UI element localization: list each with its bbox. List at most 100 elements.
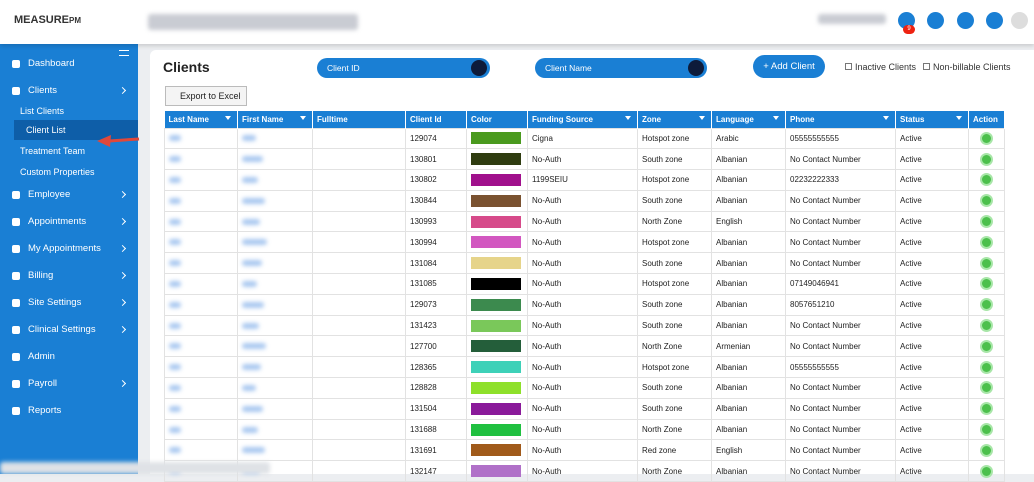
- name-blurred[interactable]: [242, 384, 256, 391]
- phone: No Contact Number: [785, 418, 896, 441]
- help-icon[interactable]: [927, 12, 944, 29]
- action-button[interactable]: [980, 256, 993, 270]
- zone: North Zone: [637, 460, 712, 482]
- pointer-arrow: [97, 135, 140, 147]
- nav-item[interactable]: Custom Properties: [0, 162, 138, 182]
- phone: No Contact Number: [785, 252, 896, 275]
- nav-item[interactable]: Dashboard: [0, 54, 138, 74]
- avatar[interactable]: [1011, 12, 1028, 29]
- name-blurred[interactable]: [242, 343, 266, 350]
- name-blurred[interactable]: [242, 364, 261, 371]
- name-blurred[interactable]: [169, 322, 181, 329]
- nav-item[interactable]: Client List: [14, 120, 138, 140]
- action-button[interactable]: [980, 402, 993, 416]
- action-button[interactable]: [980, 173, 993, 187]
- filter-icon[interactable]: [699, 116, 705, 120]
- name-blurred[interactable]: [242, 156, 263, 163]
- name-blurred[interactable]: [169, 301, 181, 308]
- action-button[interactable]: [980, 215, 993, 229]
- name-blurred[interactable]: [169, 135, 181, 142]
- action-button[interactable]: [980, 131, 993, 145]
- collapse-toggle[interactable]: [119, 50, 129, 56]
- name-blurred[interactable]: [169, 364, 181, 371]
- name-blurred[interactable]: [242, 197, 265, 204]
- language: Arabic: [711, 127, 786, 150]
- filter-icon[interactable]: [883, 116, 889, 120]
- name-blurred[interactable]: [169, 239, 181, 246]
- name-blurred[interactable]: [242, 239, 267, 246]
- name-blurred[interactable]: [242, 405, 263, 412]
- name-blurred[interactable]: [242, 280, 257, 287]
- name-blurred[interactable]: [242, 322, 259, 329]
- name-blurred[interactable]: [242, 301, 264, 308]
- table-row: 130994 No-Auth Hotspot zone Albanian No Cont…: [164, 231, 1005, 254]
- nav-item[interactable]: Payroll: [0, 374, 138, 394]
- name-blurred[interactable]: [242, 135, 256, 142]
- nav-item[interactable]: Clinical Settings: [0, 320, 138, 340]
- name-blurred[interactable]: [169, 447, 181, 454]
- name-blurred[interactable]: [169, 218, 181, 225]
- notifications[interactable]: [898, 12, 915, 29]
- nav-item[interactable]: Treatment Team: [0, 141, 138, 161]
- nav-item[interactable]: Admin: [0, 347, 138, 367]
- nav-item[interactable]: Clients: [0, 81, 138, 101]
- fulltime-cell: [312, 169, 406, 191]
- filter-icon[interactable]: [625, 116, 631, 120]
- name-blurred[interactable]: [169, 405, 181, 412]
- client-id: 128828: [405, 377, 467, 399]
- action-button[interactable]: [980, 235, 993, 249]
- nav-item[interactable]: List Clients: [0, 101, 138, 121]
- phone-icon[interactable]: [986, 12, 1003, 29]
- action-cell: [968, 418, 1005, 441]
- name-blurred[interactable]: [169, 280, 181, 287]
- column-label: Action: [973, 114, 998, 124]
- search-client-id[interactable]: Client ID: [317, 58, 490, 78]
- action-button[interactable]: [980, 152, 993, 166]
- filter-icon[interactable]: [225, 116, 231, 120]
- search-client-name[interactable]: Client Name: [535, 58, 707, 78]
- action-button[interactable]: [980, 339, 993, 353]
- name-blurred[interactable]: [169, 260, 181, 267]
- add-client-button[interactable]: + Add Client: [753, 55, 825, 78]
- action-button[interactable]: [980, 194, 993, 208]
- last-name-cell: [164, 231, 238, 254]
- client-table: Last Name First Name Fulltime Client Id Colo…: [164, 111, 1005, 482]
- action-button[interactable]: [980, 298, 993, 312]
- color-cell: [466, 439, 528, 462]
- action-button[interactable]: [980, 319, 993, 333]
- search-button[interactable]: [471, 60, 487, 76]
- nonbillable-checkbox[interactable]: Non-billable Clients: [923, 62, 1011, 72]
- zone: Red zone: [637, 439, 712, 462]
- name-blurred[interactable]: [242, 447, 265, 454]
- name-blurred[interactable]: [169, 197, 181, 204]
- name-blurred[interactable]: [242, 426, 258, 433]
- upload-icon[interactable]: [957, 12, 974, 29]
- name-blurred[interactable]: [169, 343, 181, 350]
- name-blurred[interactable]: [242, 176, 258, 183]
- search-button[interactable]: [688, 60, 704, 76]
- nav-item[interactable]: Reports: [0, 401, 138, 421]
- name-blurred[interactable]: [169, 176, 181, 183]
- action-button[interactable]: [980, 464, 993, 478]
- filter-icon[interactable]: [773, 116, 779, 120]
- nav-item[interactable]: Site Settings: [0, 293, 138, 313]
- export-button[interactable]: Export to Excel: [165, 86, 247, 106]
- filter-icon[interactable]: [300, 116, 306, 120]
- nav-item[interactable]: Appointments: [0, 212, 138, 232]
- inactive-checkbox[interactable]: Inactive Clients: [845, 62, 916, 72]
- name-blurred[interactable]: [169, 384, 181, 391]
- action-button[interactable]: [980, 443, 993, 457]
- nav-item[interactable]: My Appointments: [0, 239, 138, 259]
- action-button[interactable]: [980, 423, 993, 437]
- name-blurred[interactable]: [242, 218, 260, 225]
- action-button[interactable]: [980, 360, 993, 374]
- name-blurred[interactable]: [242, 260, 262, 267]
- nav-item[interactable]: Employee: [0, 185, 138, 205]
- nav-item[interactable]: Billing: [0, 266, 138, 286]
- action-button[interactable]: [980, 277, 993, 291]
- action-button[interactable]: [980, 381, 993, 395]
- client-id: 131084: [405, 252, 467, 275]
- filter-icon[interactable]: [956, 116, 962, 120]
- name-blurred[interactable]: [169, 426, 181, 433]
- name-blurred[interactable]: [169, 156, 181, 163]
